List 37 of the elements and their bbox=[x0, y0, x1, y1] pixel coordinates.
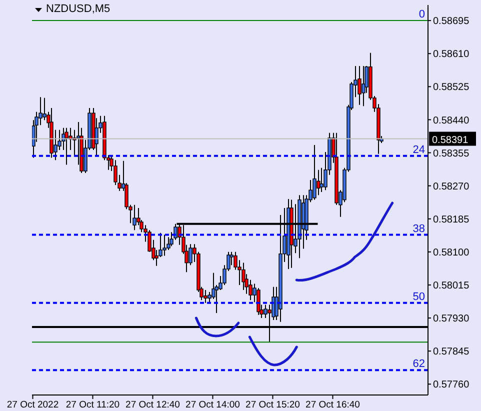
candlestick bbox=[230, 251, 234, 266]
y-tick-label: 0.58525 bbox=[433, 82, 470, 94]
annotation: 24 bbox=[412, 144, 425, 156]
y-tick-label: 0.58695 bbox=[433, 16, 470, 28]
chart-title: NZDUSD,M5 bbox=[46, 3, 110, 15]
y-tick-label: 0.58185 bbox=[433, 214, 470, 226]
candlestick bbox=[132, 204, 136, 231]
candlestick bbox=[162, 234, 166, 256]
annotation: 0 bbox=[418, 8, 425, 21]
x-tick-label: 27 Oct 12:40 bbox=[126, 400, 180, 411]
annotation: 50 bbox=[412, 290, 425, 303]
candlestick bbox=[204, 290, 208, 304]
annotation: 38 bbox=[412, 222, 425, 235]
candlestick bbox=[362, 66, 366, 107]
candlestick bbox=[320, 167, 324, 193]
candlestick bbox=[256, 288, 260, 316]
y-tick-label: 0.58015 bbox=[433, 280, 470, 292]
y-tick-label: 0.58610 bbox=[433, 49, 470, 60]
y-tick-label: 0.58270 bbox=[433, 181, 470, 192]
annotation: 62 bbox=[412, 358, 425, 370]
x-tick-label: 27 Oct 11:20 bbox=[66, 400, 120, 411]
x-tick-label: 27 Oct 16:40 bbox=[306, 400, 360, 411]
candlestick bbox=[64, 127, 68, 166]
y-tick-label: 0.57760 bbox=[433, 380, 470, 391]
ref-line-label: 0.58391 bbox=[432, 134, 469, 146]
y-tick-label: 0.58355 bbox=[433, 148, 470, 160]
candlestick bbox=[316, 169, 320, 196]
y-tick-label: 0.57930 bbox=[433, 314, 470, 325]
x-tick-label: 27 Oct 2022 bbox=[6, 400, 59, 411]
candlestick bbox=[358, 66, 362, 106]
y-tick-label: 0.58440 bbox=[433, 115, 470, 126]
y-tick-label: 0.57845 bbox=[433, 346, 470, 358]
candlestick bbox=[312, 144, 316, 200]
candlestick bbox=[242, 262, 246, 291]
y-tick-label: 0.58100 bbox=[433, 247, 470, 258]
x-tick-label: 27 Oct 14:00 bbox=[186, 400, 240, 411]
x-tick-label: 27 Oct 15:20 bbox=[246, 400, 300, 411]
